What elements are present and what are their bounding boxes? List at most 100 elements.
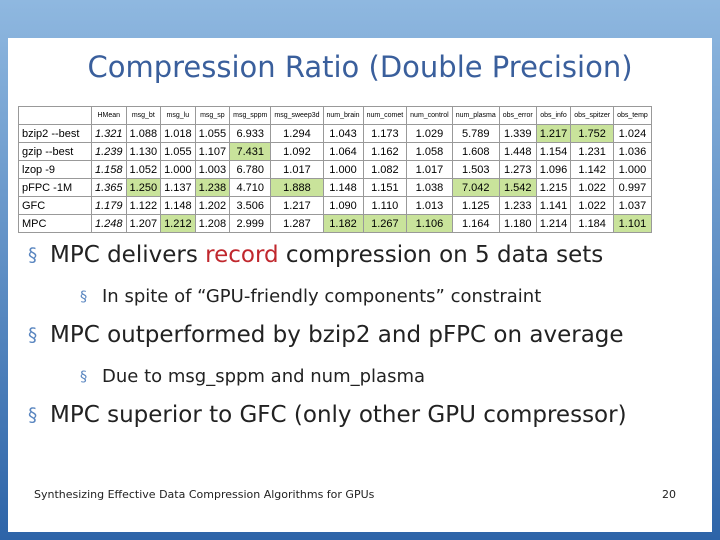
footer-text: Synthesizing Effective Data Compression … — [34, 488, 375, 501]
table-cell: 1.088 — [125, 124, 162, 143]
table-cell: 1.003 — [194, 160, 231, 179]
column-header: obs_spitzer — [570, 106, 615, 125]
table-cell: 1.058 — [406, 142, 453, 161]
table-cell: 1.238 — [194, 178, 231, 197]
table-cell: 1.215 — [535, 178, 572, 197]
table-cell: 1.164 — [451, 214, 500, 233]
column-header: msg_bt — [125, 106, 162, 125]
table-cell: 1.888 — [270, 178, 324, 197]
table-cell: 1.752 — [570, 124, 615, 143]
table-cell: 1.096 — [535, 160, 572, 179]
table-cell: 1.273 — [498, 160, 537, 179]
table-cell: 1.608 — [451, 142, 500, 161]
row-label: bzip2 --best — [18, 124, 92, 143]
table-cell: 1.321 — [91, 124, 127, 143]
row-label: lzop -9 — [18, 160, 92, 179]
table-cell: 1.101 — [613, 214, 652, 233]
table-cell: 1.339 — [498, 124, 537, 143]
table-cell: 1.064 — [322, 142, 364, 161]
results-table: HMean msg_bt msg_lu msg_sp msg_sppm msg_sweep… — [18, 106, 652, 233]
table-row: GFC 1.179 1.122 1.148 1.202 3.506 1.217 1.090 1.… — [18, 196, 652, 215]
table-cell: 6.780 — [229, 160, 272, 179]
table-cell: 1.154 — [535, 142, 572, 161]
row-label: pFPC -1M — [18, 178, 92, 197]
row-label: GFC — [18, 196, 92, 215]
bullet-text: MPC outperformed by bzip2 and pFPC on av… — [50, 322, 624, 348]
table-cell: 1.217 — [270, 196, 324, 215]
table-cell: 1.090 — [322, 196, 364, 215]
bullet: MPC outperformed by bzip2 and pFPC on av… — [28, 322, 624, 348]
table-cell: 7.431 — [229, 142, 272, 161]
column-header: num_plasma — [451, 106, 500, 125]
table-cell: 1.142 — [570, 160, 615, 179]
table-cell: 1.162 — [362, 142, 408, 161]
slide-title: Compression Ratio (Double Precision) — [87, 50, 633, 84]
table-cell: 1.106 — [406, 214, 453, 233]
table-row: lzop -9 1.158 1.052 1.000 1.003 6.780 1.017 1.0… — [18, 160, 652, 179]
table-cell: 1.542 — [498, 178, 537, 197]
table-cell: 1.208 — [194, 214, 231, 233]
header-row: HMean msg_bt msg_lu msg_sp msg_sppm msg_sweep… — [18, 106, 652, 125]
bullet-text: record — [205, 242, 279, 268]
column-header: HMean — [91, 106, 127, 125]
table-cell: 1.239 — [91, 142, 127, 161]
column-header: msg_sppm — [229, 106, 272, 125]
table-cell: 1.294 — [270, 124, 324, 143]
table-cell: 2.999 — [229, 214, 272, 233]
table-cell: 1.122 — [125, 196, 162, 215]
table-cell: 1.250 — [125, 178, 162, 197]
sub-bullet: Due to msg_sppm and num_plasma — [80, 366, 425, 387]
table-cell: 1.231 — [570, 142, 615, 161]
table-cell: 1.092 — [270, 142, 324, 161]
column-header: msg_lu — [160, 106, 196, 125]
table-cell: 3.506 — [229, 196, 272, 215]
table-cell: 1.017 — [270, 160, 324, 179]
table-cell: 1.217 — [535, 124, 572, 143]
bullet-text: MPC superior to GFC (only other GPU comp… — [50, 402, 627, 428]
row-label: gzip --best — [18, 142, 92, 161]
table-cell: 1.017 — [406, 160, 453, 179]
table-cell: 1.013 — [406, 196, 453, 215]
table-cell: 5.789 — [451, 124, 500, 143]
table-cell: 1.287 — [270, 214, 324, 233]
column-header: obs_temp — [613, 106, 652, 125]
table-cell: 1.212 — [160, 214, 196, 233]
table-cell: 1.036 — [613, 142, 652, 161]
column-header: num_brain — [322, 106, 364, 125]
table-row: gzip --best 1.239 1.130 1.055 1.107 7.431 1.09… — [18, 142, 652, 161]
bullet: MPC delivers record compression on 5 dat… — [28, 242, 603, 268]
table-cell: 1.043 — [322, 124, 364, 143]
table-cell: 1.233 — [498, 196, 537, 215]
column-header: obs_info — [535, 106, 572, 125]
table-cell: 1.214 — [535, 214, 572, 233]
table-cell: 7.042 — [451, 178, 500, 197]
table-cell: 1.182 — [322, 214, 364, 233]
table-cell: 1.000 — [613, 160, 652, 179]
table-cell: 1.055 — [160, 142, 196, 161]
table-cell: 1.052 — [125, 160, 162, 179]
table-cell: 1.151 — [362, 178, 408, 197]
table-cell: 1.038 — [406, 178, 453, 197]
table-cell: 1.037 — [613, 196, 652, 215]
column-header: num_comet — [362, 106, 408, 125]
table-cell: 1.248 — [91, 214, 127, 233]
table-cell: 1.180 — [498, 214, 537, 233]
table-cell: 1.173 — [362, 124, 408, 143]
table-cell: 1.267 — [362, 214, 408, 233]
table-cell: 1.148 — [322, 178, 364, 197]
table-cell: 1.000 — [322, 160, 364, 179]
table-cell: 6.933 — [229, 124, 272, 143]
page-number: 20 — [662, 488, 676, 501]
corner-cell — [18, 106, 92, 125]
table-cell: 1.207 — [125, 214, 162, 233]
table-cell: 1.148 — [160, 196, 196, 215]
table-cell: 1.503 — [451, 160, 500, 179]
table-cell: 1.365 — [91, 178, 127, 197]
table-cell: 1.024 — [613, 124, 652, 143]
table-cell: 1.137 — [160, 178, 196, 197]
column-header: num_control — [406, 106, 453, 125]
table-row: pFPC -1M 1.365 1.250 1.137 1.238 4.710 1.888 1.… — [18, 178, 652, 197]
table-cell: 4.710 — [229, 178, 272, 197]
table-cell: 1.202 — [194, 196, 231, 215]
